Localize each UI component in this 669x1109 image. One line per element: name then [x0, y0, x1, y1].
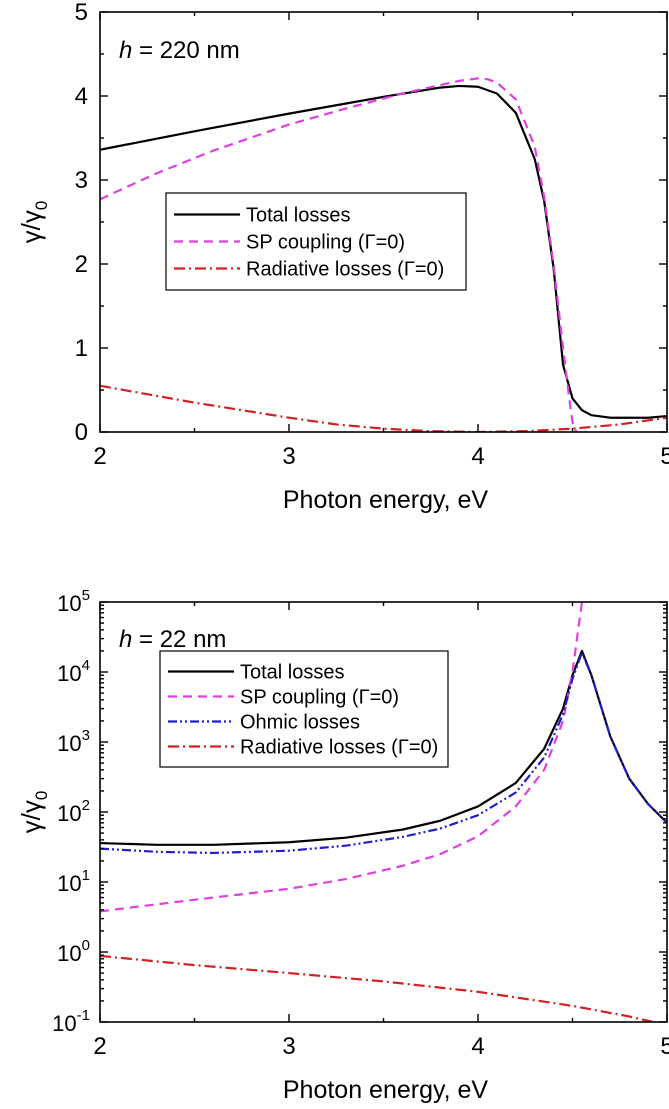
legend-label-2: Radiative losses (Γ=0): [246, 259, 444, 281]
y-tick-base: 10: [57, 661, 81, 686]
y-tick-exp: 4: [82, 657, 90, 674]
y-tick-base: 10: [57, 731, 81, 756]
y-tick-base: 10: [57, 591, 81, 616]
legend-label-0: Total losses: [246, 205, 351, 227]
x-tick-label: 4: [471, 443, 484, 470]
y-tick-base: 10: [57, 801, 81, 826]
annotation-thickness: h = 220 nm: [119, 37, 240, 64]
annotation-value: = 22 nm: [132, 626, 226, 653]
y-tick-label: 2: [75, 251, 88, 278]
legend-label-3: Radiative losses (Γ=0): [240, 737, 438, 759]
x-tick-label: 5: [660, 443, 669, 470]
legend-label-1: SP coupling (Γ=0): [240, 687, 399, 709]
y-tick-exp: 5: [82, 587, 90, 604]
y-tick-label: 4: [75, 83, 88, 110]
annotation-thickness: h = 22 nm: [119, 626, 226, 653]
annotation-italic: h: [119, 37, 132, 64]
series-line-2: [100, 651, 667, 855]
annotation-italic: h: [119, 626, 132, 653]
y-tick-label: 105: [57, 587, 90, 616]
y-tick-label: 104: [57, 657, 90, 686]
y-tick-label: 103: [57, 727, 90, 756]
x-tick-label: 3: [282, 1033, 295, 1060]
y-tick-exp: 3: [82, 727, 90, 744]
y-tick-label: 101: [57, 867, 90, 896]
legend-label-0: Total losses: [240, 662, 345, 684]
y-axis-label-base: γ/γ: [16, 210, 46, 243]
y-tick-exp: 2: [82, 797, 90, 814]
annotation-value: = 220 nm: [132, 37, 239, 64]
y-axis-label-base: γ/γ: [16, 800, 46, 833]
x-axis-label: Photon energy, eV: [283, 486, 489, 514]
series-line-1: [100, 602, 584, 913]
series-group: [100, 602, 667, 1022]
y-tick-label: 0: [75, 419, 88, 446]
series-group: [100, 77, 667, 432]
x-tick-label: 3: [282, 443, 295, 470]
series-line-3: [100, 954, 659, 1022]
series-line-1: [100, 77, 578, 432]
y-axis-label-sub: 0: [32, 791, 51, 800]
y-tick-label: 100: [57, 937, 90, 966]
x-tick-label: 2: [93, 443, 106, 470]
legend-box: [165, 192, 467, 291]
x-axis-label: Photon energy, eV: [283, 1076, 489, 1104]
y-tick-label: 10-1: [52, 1007, 90, 1036]
y-tick-label: 5: [75, 0, 88, 26]
series-line-0: [100, 649, 667, 846]
y-tick-base: 10: [52, 1011, 76, 1036]
y-axis-label: γ/γ0: [16, 791, 51, 834]
y-tick-base: 10: [57, 941, 81, 966]
legend-box: [159, 650, 449, 768]
y-tick-base: 10: [57, 871, 81, 896]
y-tick-exp: 1: [82, 867, 90, 884]
series-line-0: [100, 84, 667, 419]
y-tick-label: 1: [75, 335, 88, 362]
x-tick-label: 2: [93, 1033, 106, 1060]
y-tick-label: 3: [75, 167, 88, 194]
x-tick-label: 4: [471, 1033, 484, 1060]
y-tick-label: 102: [57, 797, 90, 826]
legend-label-1: SP coupling (Γ=0): [246, 232, 405, 254]
legend: Total losses SP coupling (Γ=0) Radiative l…: [165, 192, 467, 291]
y-axis-label: γ/γ0: [16, 201, 51, 244]
legend: Total losses SP coupling (Γ=0) Ohmic losse…: [159, 650, 449, 768]
y-tick-exp: -1: [77, 1007, 90, 1024]
x-tick-label: 5: [660, 1033, 669, 1060]
y-tick-exp: 0: [82, 937, 90, 954]
legend-label-2: Ohmic losses: [240, 712, 360, 734]
y-axis-label-sub: 0: [32, 201, 51, 210]
